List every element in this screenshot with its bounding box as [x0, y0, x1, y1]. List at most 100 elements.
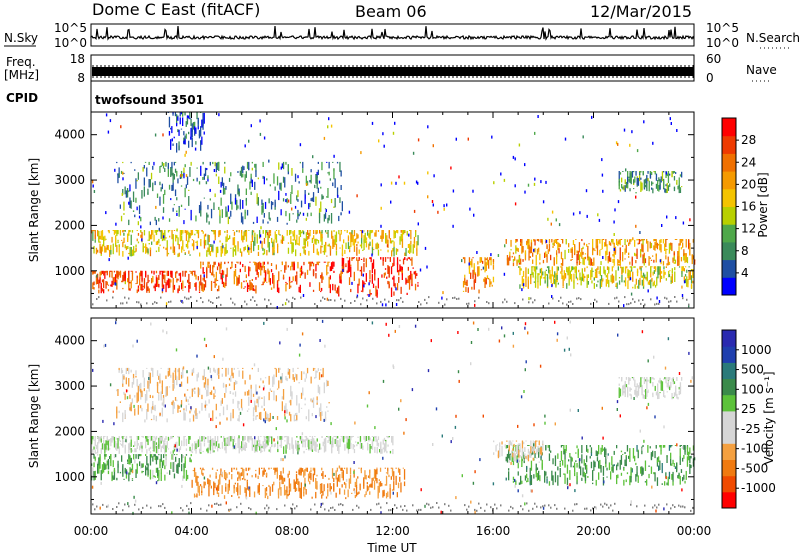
- data-streak: [642, 445, 644, 447]
- data-streak: [255, 285, 257, 294]
- data-streak: [149, 248, 152, 257]
- data-streak: [112, 477, 114, 480]
- data-streak: [648, 473, 650, 479]
- data-streak: [131, 252, 134, 257]
- data-streak: [194, 387, 196, 390]
- data-streak: [538, 470, 540, 480]
- data-streak: [640, 249, 642, 258]
- data-streak: [285, 261, 287, 270]
- ground-scatter: [534, 299, 536, 302]
- ground-scatter: [630, 302, 632, 305]
- data-streak: [346, 257, 348, 259]
- data-streak: [679, 382, 682, 391]
- data-streak: [233, 436, 236, 443]
- data-streak: [149, 456, 152, 466]
- data-streak: [288, 411, 291, 416]
- data-streak: [273, 245, 275, 253]
- ground-scatter: [128, 297, 130, 300]
- data-streak: [287, 265, 289, 268]
- data-streak: [288, 213, 291, 221]
- data-streak: [622, 252, 624, 262]
- data-streak: [323, 244, 326, 255]
- data-streak: [255, 444, 257, 452]
- data-streak: [681, 171, 683, 178]
- data-streak: [404, 257, 406, 260]
- data-streak: [512, 481, 515, 483]
- ground-scatter: [380, 300, 382, 303]
- data-streak: [225, 442, 227, 454]
- data-streak: [298, 481, 300, 492]
- scatter-point: [148, 377, 150, 380]
- power-colorbar-label: Power [dB]: [756, 172, 770, 237]
- scatter-point: [577, 409, 579, 412]
- data-streak: [220, 261, 222, 265]
- data-streak: [199, 436, 201, 447]
- data-streak: [154, 476, 156, 478]
- data-streak: [141, 463, 143, 468]
- scatter-point: [256, 391, 258, 395]
- scatter-point: [437, 210, 439, 214]
- data-streak: [244, 436, 246, 438]
- data-streak: [653, 259, 655, 263]
- data-streak: [130, 161, 132, 164]
- data-streak: [254, 163, 256, 168]
- data-streak: [122, 436, 124, 448]
- data-streak: [365, 258, 367, 268]
- data-streak: [245, 235, 248, 242]
- data-streak: [533, 441, 536, 451]
- data-streak: [320, 369, 322, 371]
- data-streak: [316, 230, 318, 234]
- data-streak: [189, 112, 191, 118]
- data-streak: [149, 469, 152, 479]
- data-streak: [525, 276, 527, 287]
- data-streak: [357, 259, 359, 271]
- data-streak: [670, 276, 672, 284]
- data-streak: [517, 248, 519, 250]
- data-streak: [231, 467, 233, 473]
- data-streak: [233, 231, 236, 236]
- data-streak: [569, 453, 571, 458]
- freq-panel: [90, 54, 695, 82]
- data-streak: [643, 378, 646, 384]
- data-streak: [134, 441, 136, 447]
- data-streak: [130, 468, 132, 472]
- data-streak: [299, 467, 301, 476]
- data-streak: [196, 241, 198, 250]
- data-streak: [683, 276, 685, 282]
- data-streak: [251, 161, 253, 164]
- data-streak: [371, 477, 373, 488]
- data-streak: [692, 445, 695, 451]
- data-streak: [291, 437, 293, 447]
- data-streak: [392, 240, 394, 242]
- data-streak: [557, 466, 559, 471]
- data-streak: [166, 472, 168, 474]
- data-streak: [581, 454, 583, 464]
- data-streak: [199, 448, 201, 454]
- data-streak: [265, 436, 267, 439]
- data-streak: [405, 277, 407, 285]
- data-streak: [256, 440, 258, 451]
- data-streak: [612, 275, 615, 283]
- data-streak: [213, 481, 215, 492]
- data-streak: [279, 182, 281, 190]
- data-streak: [154, 230, 156, 233]
- data-streak: [138, 383, 141, 392]
- data-streak: [508, 257, 510, 266]
- scatter-point: [663, 425, 665, 429]
- data-streak: [364, 232, 366, 238]
- data-streak: [562, 275, 564, 287]
- data-streak: [334, 284, 336, 291]
- scatter-point: [395, 287, 397, 291]
- data-streak: [510, 239, 512, 247]
- data-streak: [634, 239, 636, 247]
- data-streak: [539, 475, 541, 482]
- scatter-point: [408, 233, 410, 237]
- data-streak: [611, 466, 613, 472]
- data-streak: [232, 372, 234, 379]
- scatter-point: [569, 483, 571, 487]
- data-streak: [534, 248, 536, 253]
- data-streak: [324, 212, 327, 219]
- data-streak: [623, 185, 625, 191]
- data-streak: [648, 465, 650, 467]
- data-streak: [106, 460, 108, 466]
